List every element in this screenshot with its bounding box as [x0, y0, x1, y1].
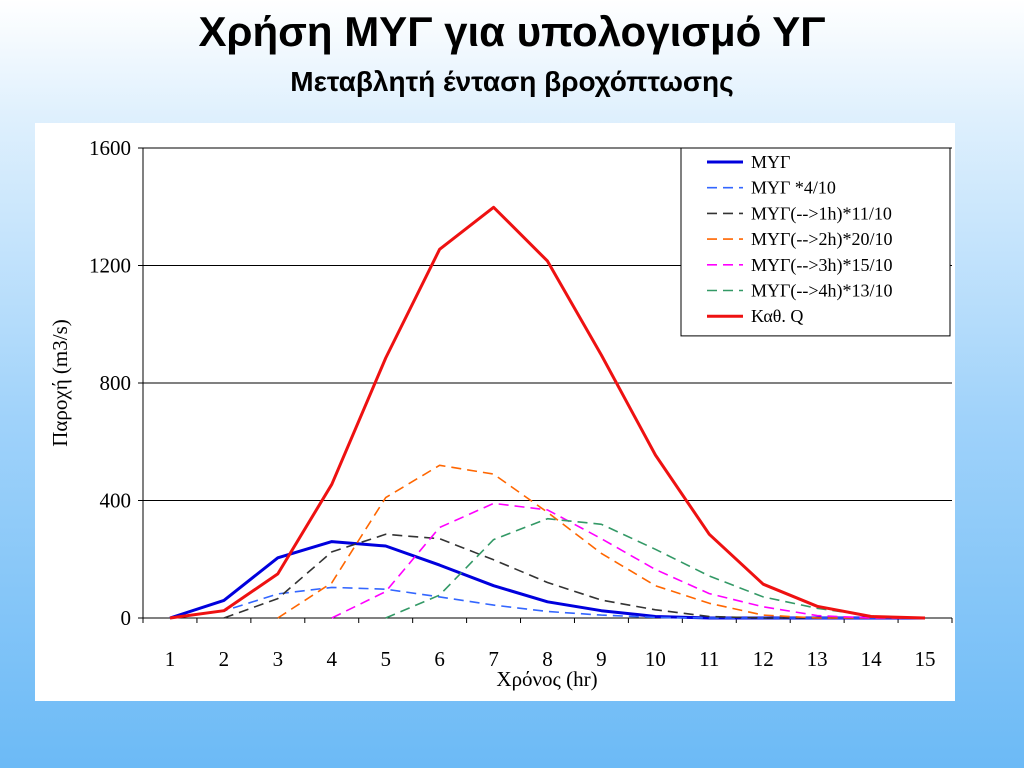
- series-group: [169, 205, 926, 620]
- x-tick-label: 8: [542, 647, 553, 671]
- y-tick-label: 1600: [89, 136, 131, 160]
- x-tick-label: 10: [645, 647, 666, 671]
- series-line-3: [223, 533, 925, 619]
- legend-label-5: ΜΥΓ(-->3h)*15/10: [751, 255, 893, 276]
- x-tick-label: 12: [753, 647, 774, 671]
- x-axis-label: Χρόνος (hr): [496, 667, 597, 691]
- legend-label-3: ΜΥΓ(-->1h)*11/10: [751, 203, 892, 224]
- series-line-2: [169, 586, 925, 619]
- legend-label-6: ΜΥΓ(-->4h)*13/10: [751, 281, 893, 302]
- y-axis-label: Παροχή (m3/s): [48, 319, 72, 447]
- x-tick-label: 14: [861, 647, 883, 671]
- x-tick-label: 15: [915, 647, 936, 671]
- y-tick-label: 400: [100, 489, 132, 513]
- x-tick-label: 4: [327, 647, 338, 671]
- x-tick-label: 1: [165, 647, 176, 671]
- series-line-5: [331, 502, 925, 619]
- y-tick-label: 0: [121, 606, 132, 630]
- legend-label-1: ΜΥΓ: [751, 152, 790, 172]
- x-tick-label: 7: [488, 647, 499, 671]
- legend-label-7: Καθ. Q: [751, 306, 803, 326]
- series-line-7: [169, 205, 926, 620]
- y-tick-label: 1200: [89, 254, 131, 278]
- x-tick-label: 13: [807, 647, 828, 671]
- slide-title: Χρήση ΜΥΓ για υπολογισμό ΥΓ: [198, 8, 826, 55]
- slide-subtitle: Μεταβλητή ένταση βροχόπτωσης: [290, 66, 734, 97]
- x-tick-label: 9: [596, 647, 607, 671]
- legend-label-2: ΜΥΓ *4/10: [751, 178, 836, 198]
- x-tick-label: 5: [380, 647, 391, 671]
- y-tick-label: 800: [100, 371, 132, 395]
- legend: ΜΥΓ ΜΥΓ *4/10 ΜΥΓ(-->1h)*11/10 ΜΥΓ(-->2h)*2…: [680, 147, 951, 337]
- x-tick-label: 3: [273, 647, 284, 671]
- legend-box: [680, 147, 951, 337]
- x-tick-label: 11: [699, 647, 719, 671]
- x-tick-label: 6: [434, 647, 445, 671]
- legend-label-4: ΜΥΓ(-->2h)*20/10: [751, 229, 893, 250]
- x-tick-label: 2: [219, 647, 230, 671]
- series-line-4: [277, 464, 925, 619]
